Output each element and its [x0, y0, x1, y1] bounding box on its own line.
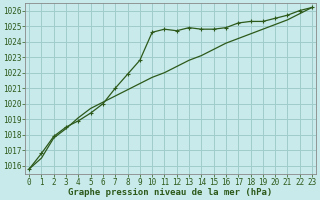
X-axis label: Graphe pression niveau de la mer (hPa): Graphe pression niveau de la mer (hPa) — [68, 188, 273, 197]
